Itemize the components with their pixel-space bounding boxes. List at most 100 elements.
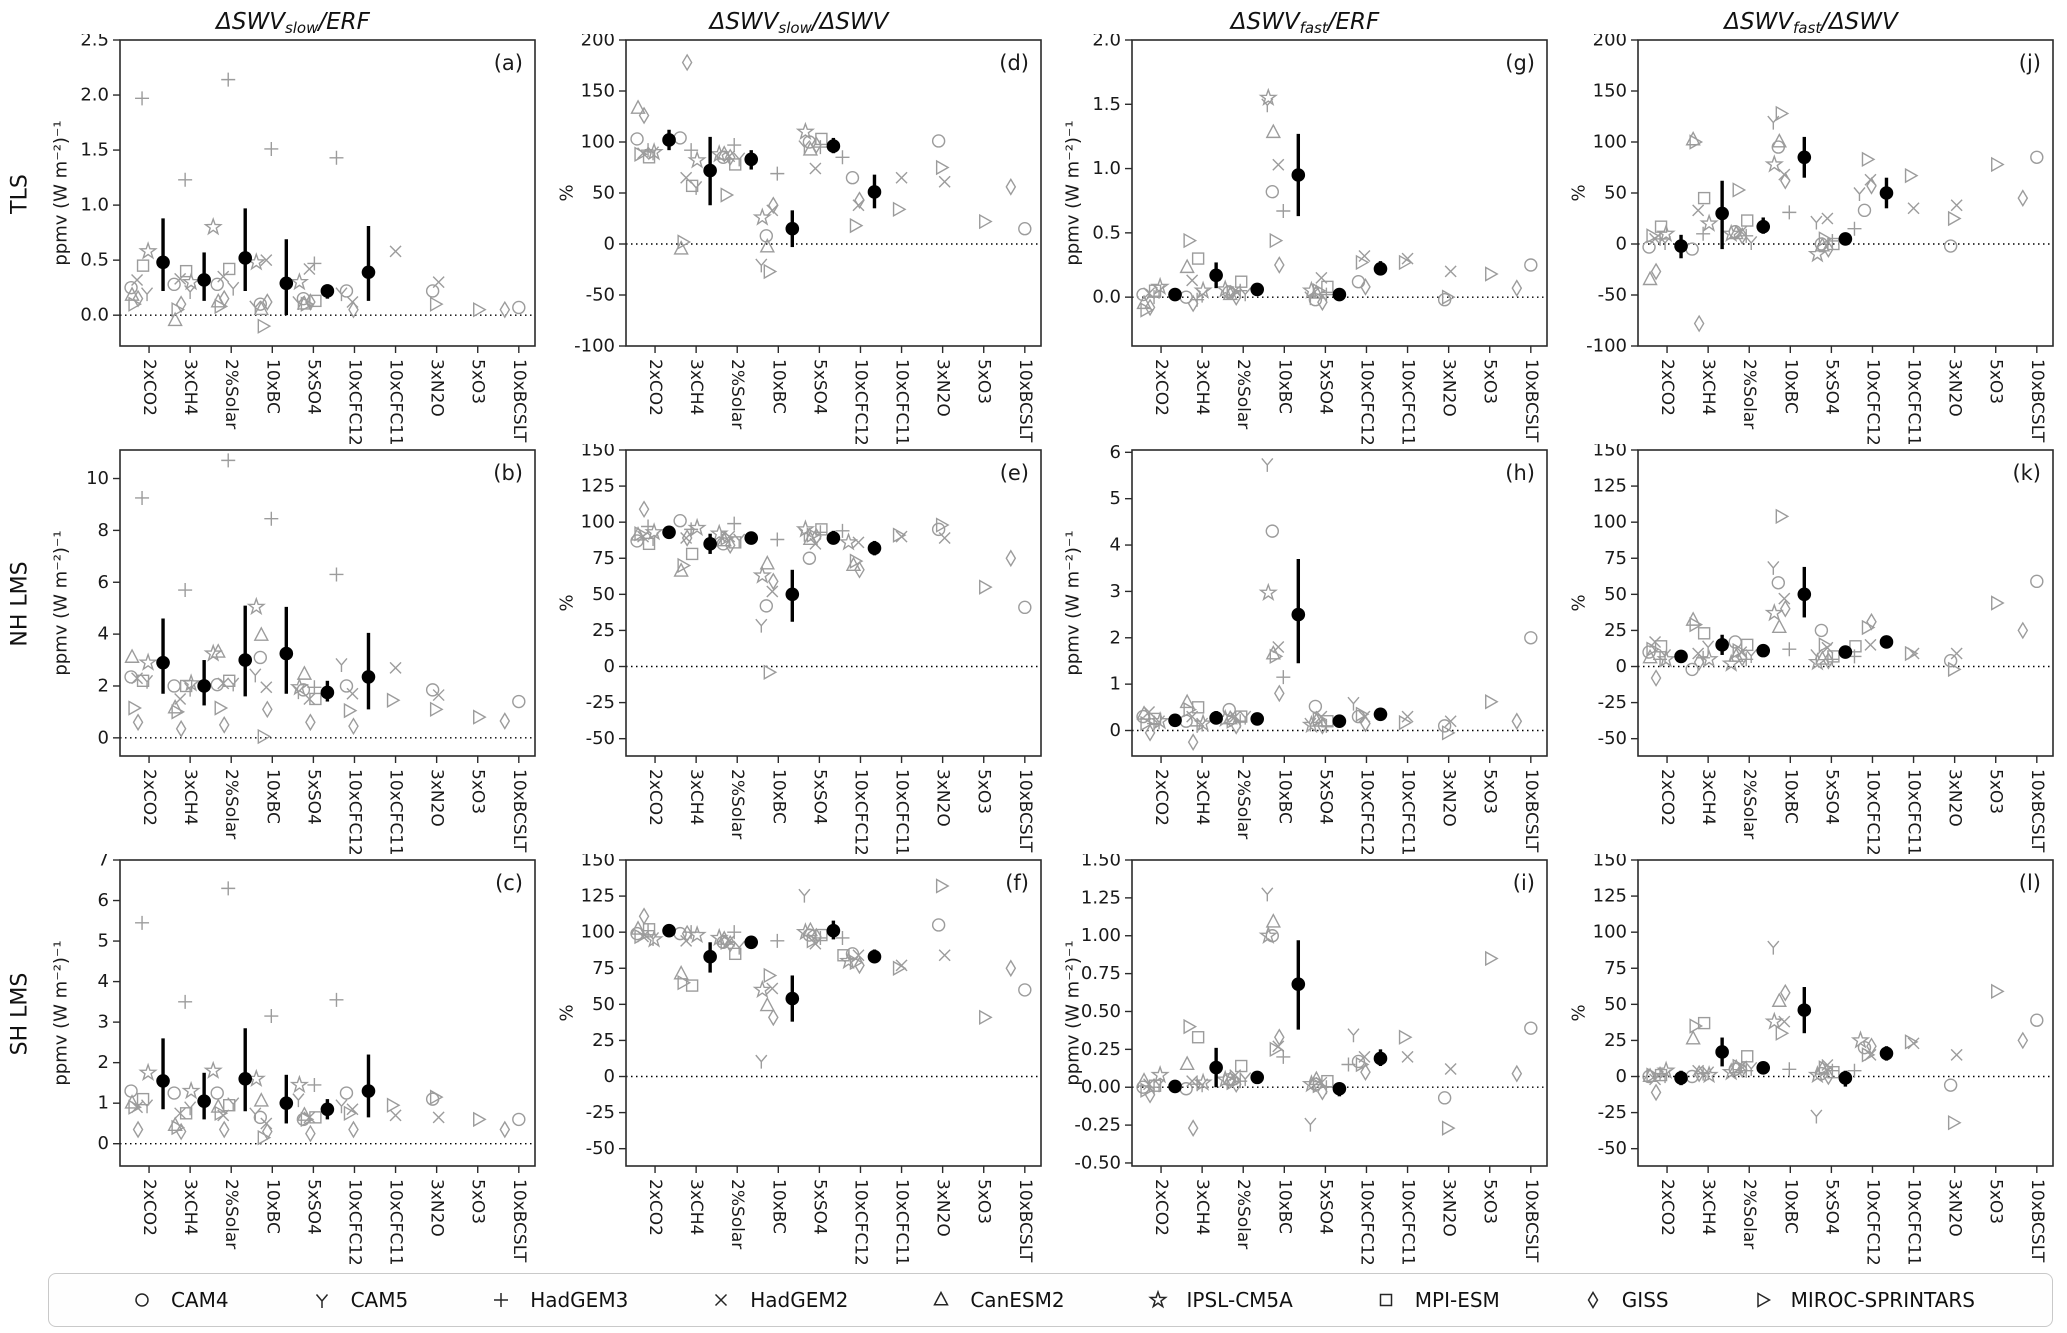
legend-item-cam4: CAM4 (126, 1288, 229, 1312)
svg-text:3xN2O: 3xN2O (933, 769, 953, 827)
svg-text:3xN2O: 3xN2O (1945, 359, 1965, 417)
title-text: /ERF (1327, 9, 1380, 35)
column-titles: ΔSWVslow/ERF ΔSWVslow/ΔSWV ΔSWVfast/ERF … (40, 0, 2067, 36)
svg-text:10xBC: 10xBC (262, 769, 282, 824)
svg-text:(h): (h) (1505, 461, 1535, 485)
star-marker-icon (1147, 1289, 1168, 1309)
panel-f: -50 -25 0 25 50 75 100 125 150 2xCO2 3xCH4 2%Solar 1… (546, 854, 1052, 1264)
svg-text:150: 150 (581, 444, 615, 461)
svg-text:5xO3: 5xO3 (468, 1179, 488, 1224)
svg-text:-50: -50 (586, 285, 615, 306)
svg-text:%: % (1569, 1004, 1590, 1021)
svg-text:10xCFC11: 10xCFC11 (1398, 769, 1418, 854)
svg-text:5xO3: 5xO3 (974, 769, 994, 814)
svg-text:2: 2 (1110, 627, 1121, 648)
legend-item-cam5: CAM5 (306, 1288, 408, 1312)
svg-text:2xCO2: 2xCO2 (139, 769, 159, 826)
svg-text:50: 50 (1604, 584, 1627, 605)
column-title-swv-slow-erf: ΔSWVslow/ERF (40, 9, 546, 36)
svg-text:2xCO2: 2xCO2 (1151, 1179, 1171, 1236)
svg-text:10xBC: 10xBC (1780, 1179, 1800, 1234)
svg-text:0: 0 (1616, 234, 1627, 255)
svg-text:10xCFC12: 10xCFC12 (344, 359, 364, 444)
svg-text:1.25: 1.25 (1081, 887, 1121, 908)
svg-text:ppmv (W m⁻²)⁻¹: ppmv (W m⁻²)⁻¹ (1063, 120, 1084, 265)
triangle-up-marker-icon (933, 1290, 950, 1306)
svg-text:(b): (b) (493, 461, 523, 485)
svg-text:3xN2O: 3xN2O (427, 769, 447, 827)
legend-label: IPSL-CM5A (1186, 1288, 1293, 1312)
svg-text:10xCFC11: 10xCFC11 (1398, 1179, 1418, 1264)
svg-text:2%Solar: 2%Solar (727, 359, 747, 429)
svg-text:3xN2O: 3xN2O (933, 359, 953, 417)
svg-text:3xN2O: 3xN2O (427, 359, 447, 417)
svg-text:2.5: 2.5 (80, 34, 109, 51)
svg-text:25: 25 (592, 620, 615, 641)
svg-text:0.0: 0.0 (80, 305, 109, 326)
svg-text:-50: -50 (586, 1138, 615, 1159)
panel-b: 0 2 4 6 8 10 2xCO2 3xCH4 2%Solar 10xBC 5xSO4 10xCFC… (40, 444, 546, 854)
svg-text:(c): (c) (495, 871, 523, 895)
svg-text:10xCFC12: 10xCFC12 (344, 769, 364, 854)
diamond-marker-icon (1587, 1291, 1599, 1309)
svg-text:10xBC: 10xBC (768, 769, 788, 824)
svg-text:5xSO4: 5xSO4 (303, 1179, 323, 1235)
svg-text:(k): (k) (2012, 461, 2041, 485)
svg-text:10xCFC11: 10xCFC11 (386, 1179, 406, 1264)
svg-text:100: 100 (581, 922, 615, 943)
row-sh-lms: SH LMS 0 1 2 3 4 5 6 7 2xCO2 3xCH4 2%Solar 10xBC 5xS… (0, 854, 2067, 1264)
svg-text:%: % (557, 184, 578, 201)
svg-text:10xBCSLT: 10xBCSLT (2027, 359, 2047, 443)
svg-text:0.5: 0.5 (1092, 222, 1121, 243)
svg-text:4: 4 (98, 971, 109, 992)
panel-i-plot: -0.50 -0.25 0.00 0.25 0.50 0.75 1.00 1.25 1.50 2x… (1063, 854, 1548, 1264)
legend-label: CAM4 (170, 1288, 229, 1312)
svg-text:2%Solar: 2%Solar (1233, 769, 1253, 839)
svg-text:(d): (d) (999, 51, 1029, 75)
square-marker-icon (1379, 1293, 1393, 1307)
svg-text:2%Solar: 2%Solar (1233, 359, 1253, 429)
svg-text:200: 200 (581, 34, 615, 51)
svg-text:150: 150 (581, 81, 615, 102)
svg-text:10xCFC11: 10xCFC11 (1904, 1179, 1924, 1264)
svg-text:10xBC: 10xBC (1274, 1179, 1294, 1234)
svg-text:5xSO4: 5xSO4 (1315, 359, 1335, 415)
svg-text:5xO3: 5xO3 (468, 359, 488, 404)
svg-text:10xCFC12: 10xCFC12 (1356, 769, 1376, 854)
title-text: ΔSWV (1230, 9, 1300, 35)
svg-text:50: 50 (592, 994, 615, 1015)
panel-f-plot: -50 -25 0 25 50 75 100 125 150 2xCO2 3xCH4 2%Solar 1… (557, 854, 1042, 1264)
svg-text:5xSO4: 5xSO4 (1821, 359, 1841, 415)
svg-text:75: 75 (1604, 958, 1627, 979)
svg-text:5xO3: 5xO3 (1480, 1179, 1500, 1224)
svg-text:2%Solar: 2%Solar (1233, 1179, 1253, 1249)
svg-text:(a): (a) (494, 51, 523, 75)
x-marker-icon (715, 1293, 728, 1307)
svg-text:10xCFC11: 10xCFC11 (386, 769, 406, 854)
legend-item-miroc-sprintars: MIROC-SPRINTARS (1746, 1288, 1975, 1312)
title-text: ΔSWV (216, 9, 285, 35)
svg-text:3xN2O: 3xN2O (933, 1179, 953, 1237)
panel-h: 0 1 2 3 4 5 6 2xCO2 3xCH4 2%Solar 10xBC 5xSO4 10xCFC… (1052, 444, 1558, 854)
svg-text:3xCH4: 3xCH4 (1192, 1179, 1212, 1235)
legend-label: GISS (1621, 1288, 1669, 1312)
svg-text:0.0: 0.0 (1092, 287, 1121, 308)
svg-text:10xBC: 10xBC (262, 1179, 282, 1234)
svg-text:3xN2O: 3xN2O (1439, 1179, 1459, 1237)
panel-d: -100 -50 0 50 100 150 200 2xCO2 3xCH4 2%Solar 10xB… (546, 34, 1052, 444)
svg-text:1: 1 (98, 1093, 109, 1114)
svg-text:100: 100 (1593, 922, 1627, 943)
svg-text:10xCFC12: 10xCFC12 (344, 1179, 364, 1264)
svg-text:10xCFC11: 10xCFC11 (1904, 359, 1924, 444)
panel-k-plot: -50 -25 0 25 50 75 100 125 150 2xCO2 3xCH4 2%Solar 1… (1569, 444, 2054, 854)
panel-l: -50 -25 0 25 50 75 100 125 150 2xCO2 3xCH4 2%Solar 1… (1558, 854, 2064, 1264)
svg-text:10xCFC11: 10xCFC11 (1904, 769, 1924, 854)
svg-text:3xCH4: 3xCH4 (686, 359, 706, 415)
svg-text:0: 0 (604, 234, 615, 255)
svg-text:6: 6 (98, 890, 109, 911)
svg-text:10xBC: 10xBC (1780, 359, 1800, 414)
svg-text:3xCH4: 3xCH4 (180, 359, 200, 415)
svg-text:5xSO4: 5xSO4 (809, 1179, 829, 1235)
title-text: /ΔSWV (1821, 9, 1898, 35)
svg-text:2xCO2: 2xCO2 (645, 769, 665, 826)
